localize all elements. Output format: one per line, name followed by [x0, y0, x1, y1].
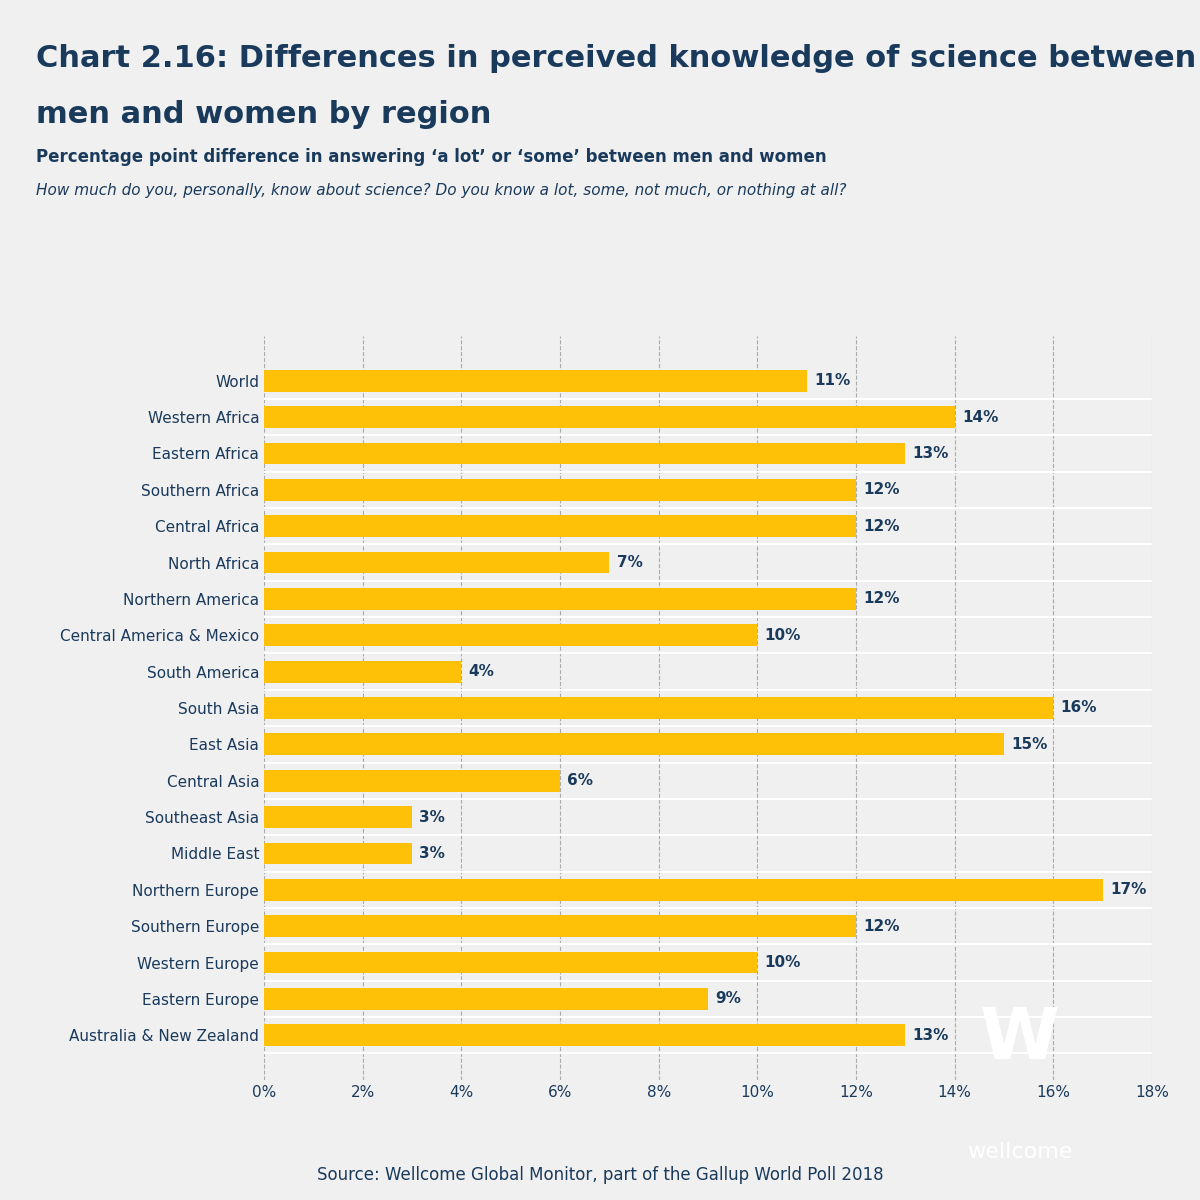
Bar	[264, 842, 412, 864]
Text: 15%: 15%	[1012, 737, 1048, 752]
Bar	[264, 988, 708, 1010]
Text: 3%: 3%	[420, 846, 445, 860]
Text: 4%: 4%	[469, 664, 494, 679]
Text: 12%: 12%	[864, 919, 900, 934]
Text: 10%: 10%	[764, 628, 802, 643]
Text: 7%: 7%	[617, 556, 643, 570]
Text: 14%: 14%	[962, 409, 998, 425]
Text: 10%: 10%	[764, 955, 802, 970]
Text: 17%: 17%	[1110, 882, 1146, 898]
Text: 12%: 12%	[864, 482, 900, 497]
Text: 12%: 12%	[864, 518, 900, 534]
Bar	[264, 916, 856, 937]
Bar	[264, 588, 856, 610]
Bar	[264, 624, 757, 646]
Bar	[264, 878, 1103, 901]
Text: Source: Wellcome Global Monitor, part of the Gallup World Poll 2018: Source: Wellcome Global Monitor, part of…	[317, 1165, 883, 1183]
Bar	[264, 697, 1054, 719]
Text: Source: Wellcome Global Monitor, part of the Gallup World Poll 2018: Source: Wellcome Global Monitor, part of…	[317, 1165, 883, 1183]
Text: 13%: 13%	[913, 446, 949, 461]
Text: 6%: 6%	[568, 773, 593, 788]
Bar	[264, 370, 806, 391]
Text: 13%: 13%	[913, 1027, 949, 1043]
Bar	[264, 806, 412, 828]
Bar	[264, 552, 610, 574]
Bar	[264, 406, 955, 428]
Bar	[264, 733, 1004, 755]
Bar	[264, 515, 856, 538]
Text: 16%: 16%	[1061, 701, 1097, 715]
Text: Chart 2.16: Differences in perceived knowledge of science between: Chart 2.16: Differences in perceived kno…	[36, 44, 1196, 73]
Bar	[264, 661, 461, 683]
Bar	[264, 770, 560, 792]
Bar	[264, 952, 757, 973]
Text: men and women by region: men and women by region	[36, 100, 491, 128]
Text: 11%: 11%	[814, 373, 851, 389]
Text: Percentage point difference in answering ‘a lot’ or ‘some’ between men and women: Percentage point difference in answering…	[36, 149, 827, 167]
Text: W: W	[980, 1004, 1060, 1074]
Bar	[264, 443, 905, 464]
Bar	[264, 1025, 905, 1046]
Text: wellcome: wellcome	[967, 1142, 1073, 1162]
Text: 12%: 12%	[864, 592, 900, 606]
Text: How much do you, personally, know about science? Do you know a lot, some, not mu: How much do you, personally, know about …	[36, 184, 846, 198]
Text: 3%: 3%	[420, 810, 445, 824]
Bar	[264, 479, 856, 500]
Text: 9%: 9%	[715, 991, 742, 1007]
